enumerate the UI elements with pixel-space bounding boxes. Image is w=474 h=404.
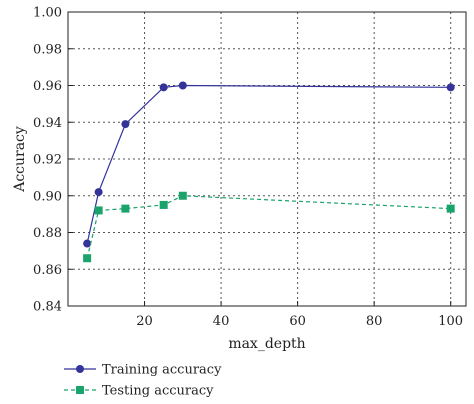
data-point [159,83,168,92]
series-layer [83,81,455,263]
data-point [159,200,168,209]
grid-lines [68,12,466,306]
legend-label: Training accuracy [102,363,222,378]
x-tick-label: 60 [289,314,306,329]
y-tick-label: 1.00 [33,6,62,21]
data-point [446,204,455,213]
data-point [121,204,130,213]
y-tick-label: 0.88 [33,226,62,241]
data-point [446,83,455,92]
y-tick-label: 0.86 [33,263,62,278]
legend-marker [76,386,84,394]
legend-item: Testing accuracy [64,384,214,399]
series-2 [83,191,455,263]
legend-item: Training accuracy [64,363,222,378]
y-tick-label: 0.84 [33,300,62,315]
x-tick-label: 40 [213,314,230,329]
legend-label: Testing accuracy [102,384,214,399]
data-point [178,81,187,90]
y-tick-label: 0.96 [33,79,62,94]
data-point [94,188,103,197]
data-point [121,120,130,129]
y-axis-title: Accuracy [12,126,28,193]
x-tick-label: 20 [136,314,153,329]
plot-area-frame [67,11,467,307]
series-line [86,84,451,244]
y-tick-label: 0.90 [33,189,62,204]
y-tick-label: 0.94 [33,116,62,131]
data-point [83,239,92,248]
data-point [94,206,103,215]
x-axis-title: max_depth [228,336,305,352]
data-point [83,254,92,263]
y-tick-label: 0.98 [33,42,62,57]
y-tick-label: 0.92 [33,153,62,168]
series-line [86,195,451,259]
legend-marker [76,365,84,373]
axis-ticks: 0.84 0.86 0.88 0.90 0.92 0.94 0.96 0.98 1.00 20 40… [33,6,463,330]
data-point [178,191,187,200]
legend: Training accuracy Testing accuracy [64,363,222,399]
series-1 [83,81,455,248]
x-tick-label: 100 [438,314,463,329]
x-tick-label: 80 [366,314,383,329]
